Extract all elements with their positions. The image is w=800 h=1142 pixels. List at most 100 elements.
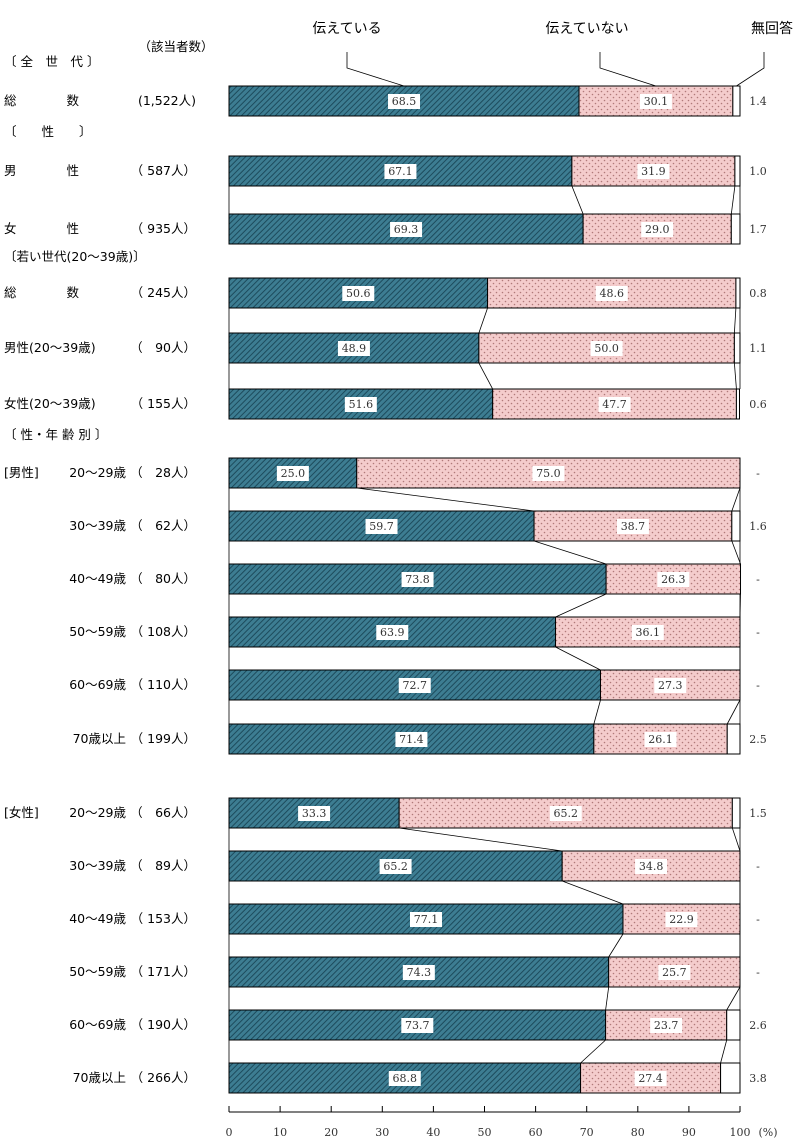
value-label: 67.1: [388, 165, 413, 178]
connector-line: [399, 827, 563, 852]
x-unit-label: (%): [758, 1126, 777, 1139]
value-label: 50.6: [346, 287, 371, 300]
value-label-box: [598, 397, 631, 412]
value-label-box: [298, 806, 331, 821]
section-header: 〔 全 世 代 〕: [4, 54, 99, 69]
count-label: （ 62人）: [130, 518, 196, 533]
section-header: 〔 性 〕: [4, 124, 92, 139]
no-answer-label: 3.8: [749, 1072, 767, 1085]
connector-line: [580, 1039, 606, 1064]
no-answer-label: -: [756, 913, 760, 926]
count-label: （ 587人）: [131, 163, 196, 178]
legend-1: 伝えている: [312, 21, 381, 37]
value-label: 73.7: [405, 1019, 430, 1032]
row-label: 20〜29歳: [69, 805, 126, 820]
value-label-box: [616, 519, 649, 534]
connector-line: [562, 880, 624, 905]
value-label-box: [654, 678, 687, 693]
row-label: 女性(20〜39歳): [4, 396, 96, 411]
count-label: （ 108人）: [131, 624, 196, 639]
bar-segment: [720, 1062, 741, 1094]
x-tick-label: 20: [324, 1126, 338, 1139]
connector-line: [605, 986, 610, 1011]
value-label: 26.1: [648, 733, 673, 746]
count-label: （ 89人）: [130, 858, 196, 873]
value-label-box: [337, 341, 370, 356]
connector-line: [478, 307, 488, 334]
value-label: 65.2: [553, 807, 578, 820]
row-label: 30〜39歳: [69, 858, 126, 873]
bars: [228, 85, 742, 1094]
row-label: 総 数: [4, 285, 80, 300]
connector-line: [608, 933, 624, 958]
connector-line: [720, 1039, 728, 1064]
x-tick-label: 90: [682, 1126, 696, 1139]
text-layer: 伝えている 伝えていない 無回答 （該当者数） 〔 全 世 代 〕〔 性 〕〔若い世代(…: [4, 20, 793, 1139]
bar-segment: [731, 510, 741, 542]
value-label: 22.9: [669, 913, 694, 926]
value-label: 68.8: [393, 1072, 418, 1085]
connector-line: [726, 699, 741, 725]
connector-line: [478, 362, 494, 390]
value-label-box: [402, 965, 435, 980]
bar-segment: [228, 213, 584, 245]
value-label: 27.4: [638, 1072, 663, 1085]
value-label: 29.0: [645, 223, 670, 236]
value-label-box: [590, 341, 623, 356]
value-label: 34.8: [639, 860, 664, 873]
count-label: （ 66人）: [130, 805, 196, 820]
bar-segment: [735, 388, 740, 420]
connector-lines: [228, 52, 765, 1113]
bar-segment: [731, 797, 741, 829]
value-label-box: [401, 572, 434, 587]
x-tick-label: 80: [631, 1126, 645, 1139]
value-label: 77.1: [414, 913, 439, 926]
value-label: 48.9: [342, 342, 367, 355]
value-label: 31.9: [641, 165, 666, 178]
bar-segment: [734, 155, 741, 187]
connector-line: [726, 986, 741, 1011]
value-label: 33.3: [302, 807, 327, 820]
no-answer-label: 1.4: [749, 95, 767, 108]
value-label: 23.7: [654, 1019, 679, 1032]
value-label: 36.1: [636, 626, 661, 639]
value-label-box: [395, 732, 428, 747]
no-answer-label: 0.8: [749, 287, 767, 300]
no-answer-label: 1.5: [749, 807, 767, 820]
row-label: 70歳以上: [73, 731, 126, 746]
no-answer-label: 1.1: [749, 342, 767, 355]
value-label: 25.7: [662, 966, 687, 979]
connector-line: [533, 540, 607, 565]
value-label: 51.6: [349, 398, 374, 411]
connector-line: [555, 646, 601, 671]
value-label-box: [635, 859, 668, 874]
value-label-box: [657, 572, 690, 587]
connector-line: [731, 827, 741, 852]
value-label-box: [388, 1071, 421, 1086]
connector-line: [571, 185, 584, 215]
connector-line: [730, 185, 736, 215]
bar-segment: [732, 85, 741, 117]
group-label: [女性]: [4, 805, 39, 820]
value-label: 68.5: [392, 95, 417, 108]
value-label: 74.3: [407, 966, 432, 979]
group-label: [男性]: [4, 465, 39, 480]
legend-leader-1: [346, 52, 405, 87]
row-label: 50〜59歳: [69, 964, 126, 979]
legend-3: 無回答: [751, 20, 793, 37]
value-label: 48.6: [599, 287, 624, 300]
bar-segment: [478, 332, 735, 364]
count-label: （ 155人）: [131, 396, 196, 411]
count-label: （ 80人）: [130, 571, 196, 586]
connector-line: [731, 540, 741, 565]
count-label: （ 266人）: [131, 1070, 196, 1085]
row-label: 女 性: [4, 221, 79, 236]
value-label: 50.0: [594, 342, 619, 355]
value-label: 47.7: [602, 398, 627, 411]
value-label: 72.7: [402, 679, 427, 692]
no-answer-label: -: [756, 679, 760, 692]
value-label-box: [641, 222, 674, 237]
value-label-box: [634, 1071, 667, 1086]
section-header: 〔 性・年 齢 別 〕: [4, 427, 107, 442]
value-label-box: [398, 678, 431, 693]
